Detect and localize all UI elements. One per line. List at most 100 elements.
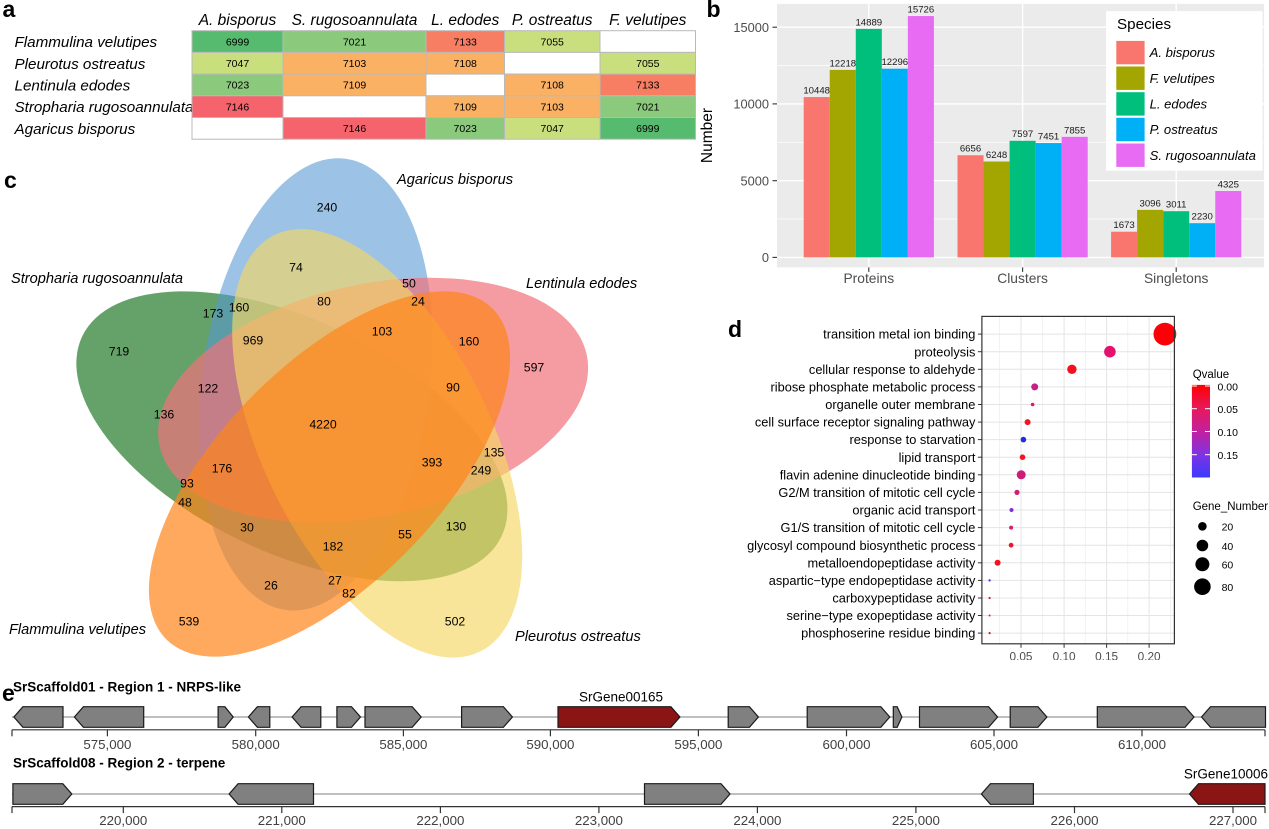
svg-text:10000: 10000 [733,97,769,112]
svg-text:6656: 6656 [960,144,981,155]
svg-text:3096: 3096 [1140,198,1161,209]
svg-text:585,000: 585,000 [379,737,427,752]
svg-text:serine−type exopeptidase activ: serine−type exopeptidase activity [787,608,976,623]
svg-text:SrGene00165: SrGene00165 [579,690,663,705]
svg-text:Proteins: Proteins [843,271,894,286]
svg-text:proteolysis: proteolysis [914,344,975,359]
svg-text:0.15: 0.15 [1218,450,1239,462]
svg-text:7855: 7855 [1064,125,1085,136]
svg-text:26: 26 [264,578,278,592]
svg-text:80: 80 [317,294,331,308]
svg-text:93: 93 [180,476,194,490]
svg-text:cell surface receptor signalin: cell surface receptor signaling pathway [755,415,976,430]
svg-text:7133: 7133 [636,80,660,92]
svg-text:27: 27 [328,573,342,587]
svg-text:610,000: 610,000 [1118,737,1166,752]
svg-text:7023: 7023 [226,80,250,92]
svg-text:7109: 7109 [454,102,478,114]
svg-text:S. rugosoannulata: S. rugosoannulata [292,12,418,29]
svg-text:Flammulina velutipes: Flammulina velutipes [9,622,146,638]
svg-text:20: 20 [1222,522,1234,534]
svg-text:G1/S transition of mitotic cel: G1/S transition of mitotic cell cycle [781,520,976,535]
svg-text:7109: 7109 [343,80,367,92]
svg-text:Pleurotus ostreatus: Pleurotus ostreatus [515,629,641,645]
svg-text:L. edodes: L. edodes [1150,97,1208,112]
svg-text:595,000: 595,000 [674,737,722,752]
svg-text:130: 130 [446,519,467,533]
svg-text:222,000: 222,000 [416,813,464,828]
svg-text:ribose phosphate metabolic pro: ribose phosphate metabolic process [771,380,976,395]
svg-text:7023: 7023 [454,123,478,135]
svg-text:7103: 7103 [343,58,367,70]
svg-text:6999: 6999 [226,36,250,48]
svg-text:969: 969 [243,333,264,347]
svg-text:15000: 15000 [733,20,769,35]
svg-text:0.10: 0.10 [1053,649,1076,660]
svg-text:24: 24 [411,294,425,308]
svg-text:Pleurotus ostreatus: Pleurotus ostreatus [15,56,146,73]
svg-text:719: 719 [109,344,130,358]
svg-text:7021: 7021 [636,102,660,114]
svg-text:response to starvation: response to starvation [849,432,975,447]
svg-text:6999: 6999 [636,123,660,135]
svg-text:Species: Species [1117,16,1171,33]
svg-text:80: 80 [1222,582,1234,594]
svg-text:Stropharia rugosoannulata: Stropharia rugosoannulata [11,271,183,287]
svg-text:173: 173 [203,306,224,320]
svg-text:Clusters: Clusters [997,271,1048,286]
svg-text:7133: 7133 [454,36,478,48]
svg-text:7597: 7597 [1012,129,1033,140]
svg-text:30: 30 [240,520,254,534]
svg-text:225,000: 225,000 [892,813,940,828]
svg-text:240: 240 [317,200,338,214]
svg-text:3011: 3011 [1166,200,1187,211]
svg-text:Number: Number [700,108,716,163]
svg-text:393: 393 [422,455,443,469]
svg-text:organic acid transport: organic acid transport [852,503,976,518]
svg-text:Gene_Number: Gene_Number [1193,501,1269,513]
svg-text:7146: 7146 [226,102,250,114]
svg-text:55: 55 [398,527,412,541]
svg-text:575,000: 575,000 [83,737,131,752]
svg-text:2230: 2230 [1192,212,1213,223]
svg-text:SrScaffold08 - Region 2 - terp: SrScaffold08 - Region 2 - terpene [13,756,226,771]
svg-text:60: 60 [1222,560,1234,572]
svg-text:221,000: 221,000 [258,813,306,828]
svg-text:7146: 7146 [343,123,367,135]
svg-text:590,000: 590,000 [526,737,574,752]
svg-text:14889: 14889 [855,17,882,28]
svg-text:136: 136 [154,407,175,421]
svg-text:7055: 7055 [541,36,565,48]
svg-text:182: 182 [323,539,344,553]
svg-text:metalloendopeptidase activity: metalloendopeptidase activity [808,555,976,570]
svg-text:aspartic−type endopeptidase ac: aspartic−type endopeptidase activity [769,573,976,588]
svg-text:Qvalue: Qvalue [1193,369,1229,381]
svg-text:227,000: 227,000 [1209,813,1257,828]
svg-text:15726: 15726 [908,5,935,16]
svg-text:7451: 7451 [1038,132,1059,143]
svg-text:A. bisporus: A. bisporus [198,12,277,29]
svg-text:40: 40 [1222,541,1234,553]
svg-text:Lentinula edodes: Lentinula edodes [526,276,637,292]
svg-text:48: 48 [178,495,192,509]
svg-text:F. velutipes: F. velutipes [609,12,687,29]
svg-text:176: 176 [212,461,233,475]
svg-text:502: 502 [445,614,466,628]
svg-text:7108: 7108 [541,80,565,92]
svg-text:Singletons: Singletons [1144,271,1209,286]
svg-text:0.05: 0.05 [1218,404,1239,416]
svg-text:S. rugosoannulata: S. rugosoannulata [1150,148,1256,163]
svg-text:539: 539 [179,614,200,628]
svg-text:0.20: 0.20 [1138,649,1161,660]
svg-text:74: 74 [289,260,303,274]
svg-text:A. bisporus: A. bisporus [1149,45,1216,60]
svg-text:organelle outer membrane: organelle outer membrane [825,397,975,412]
svg-text:0.15: 0.15 [1095,649,1118,660]
svg-text:P. ostreatus: P. ostreatus [1150,122,1219,137]
svg-text:597: 597 [524,360,545,374]
svg-text:160: 160 [229,300,250,314]
svg-text:580,000: 580,000 [232,737,280,752]
svg-text:135: 135 [484,445,505,459]
svg-text:0.00: 0.00 [1218,381,1239,393]
svg-text:12218: 12218 [829,58,856,69]
